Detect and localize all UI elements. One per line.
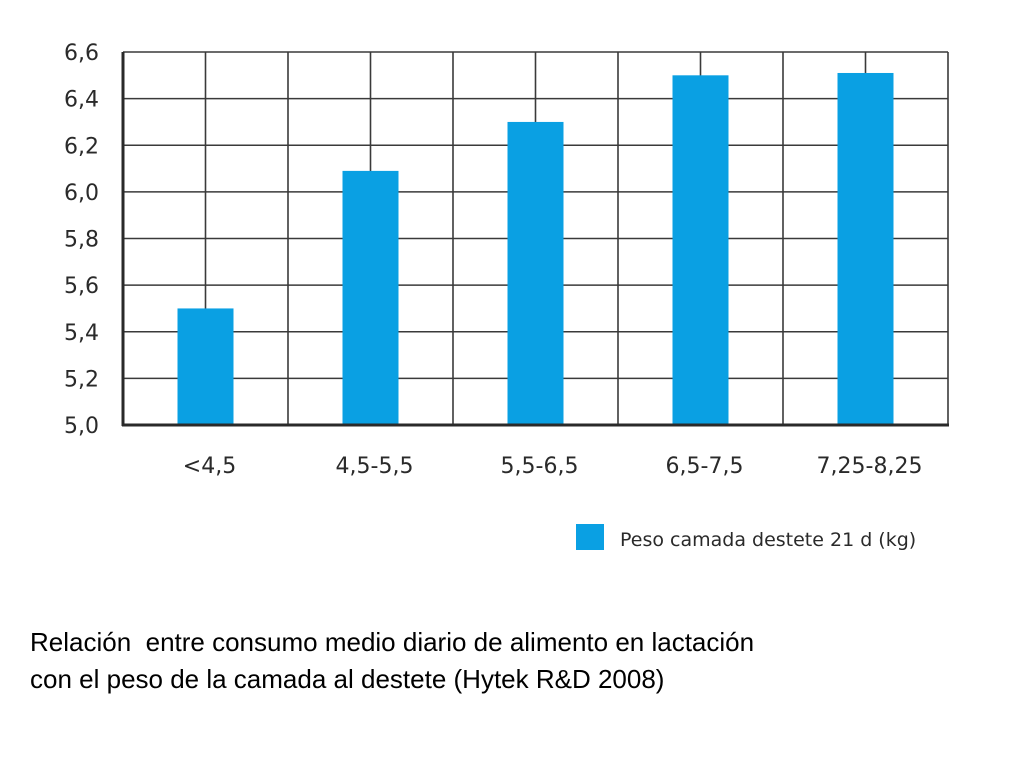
x-category-label: <4,5 — [183, 454, 236, 479]
y-tick-label: 5,2 — [64, 367, 99, 392]
legend-label: Peso camada destete 21 d (kg) — [620, 529, 916, 551]
bar-chart: 5,0 5,2 5,4 5,6 5,8 6,0 6,2 6,4 6,6 <4,5 4,5-5,5 5… — [64, 41, 949, 551]
chart-bars — [177, 72, 894, 425]
y-tick-label: 6,4 — [64, 88, 99, 113]
y-tick-label: 5,8 — [64, 228, 99, 253]
caption-line-2: con el peso de la camada al destete (Hyt… — [30, 664, 665, 694]
x-category-label: 7,25-8,25 — [817, 454, 923, 479]
y-axis-tick-labels: 5,0 5,2 5,4 5,6 5,8 6,0 6,2 6,4 6,6 — [64, 41, 99, 439]
caption-line-1: Relación entre consumo medio diario de a… — [30, 627, 755, 657]
y-tick-label: 5,6 — [64, 274, 99, 299]
bar-5 — [837, 72, 894, 425]
y-tick-label: 5,0 — [64, 414, 99, 439]
x-category-label: 5,5-6,5 — [501, 454, 579, 479]
y-tick-label: 6,2 — [64, 134, 99, 159]
bar-3 — [507, 121, 564, 425]
y-tick-label: 6,0 — [64, 181, 99, 206]
y-tick-label: 6,6 — [64, 41, 99, 66]
x-category-label: 6,5-7,5 — [666, 454, 744, 479]
bar-1 — [177, 308, 234, 425]
x-category-label: 4,5-5,5 — [336, 454, 414, 479]
y-tick-label: 5,4 — [64, 321, 99, 346]
legend-swatch — [576, 524, 604, 550]
chart-legend: Peso camada destete 21 d (kg) — [576, 524, 916, 551]
bar-2 — [342, 170, 399, 425]
chart-axes — [121, 52, 949, 427]
bar-4 — [672, 75, 729, 425]
figure-caption: Relación entre consumo medio diario de a… — [30, 624, 1010, 698]
x-axis-category-labels: <4,5 4,5-5,5 5,5-6,5 6,5-7,5 7,25-8,25 — [183, 454, 923, 479]
